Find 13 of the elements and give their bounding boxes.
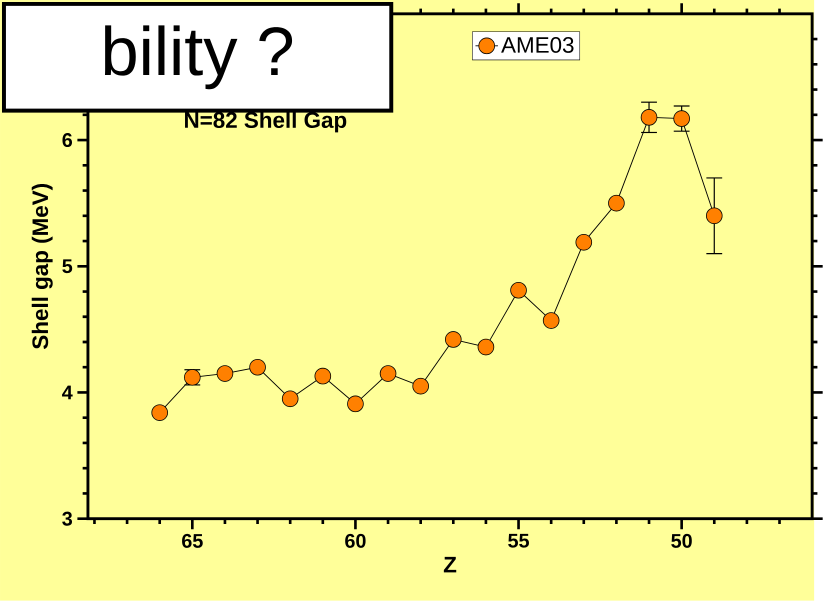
y-tick-label: 5 — [62, 260, 72, 274]
y-tick-label: 3 — [62, 512, 72, 526]
y-tick-label: 4 — [62, 386, 73, 400]
text: N=82 Shell Gap — [185, 112, 346, 133]
legend-label: AME03 — [501, 37, 574, 54]
annotation: bility ? — [104, 26, 292, 90]
x-tick-label: 50 — [671, 534, 692, 548]
x-tick-label: 65 — [182, 534, 203, 548]
x-tick-label: 60 — [345, 534, 366, 548]
x-tick-label: 55 — [508, 534, 529, 548]
y-tick-label: 6 — [62, 133, 72, 148]
x-axis-title: Z — [444, 557, 456, 572]
y-axis-title: Shell gap (MeV) — [32, 184, 53, 350]
